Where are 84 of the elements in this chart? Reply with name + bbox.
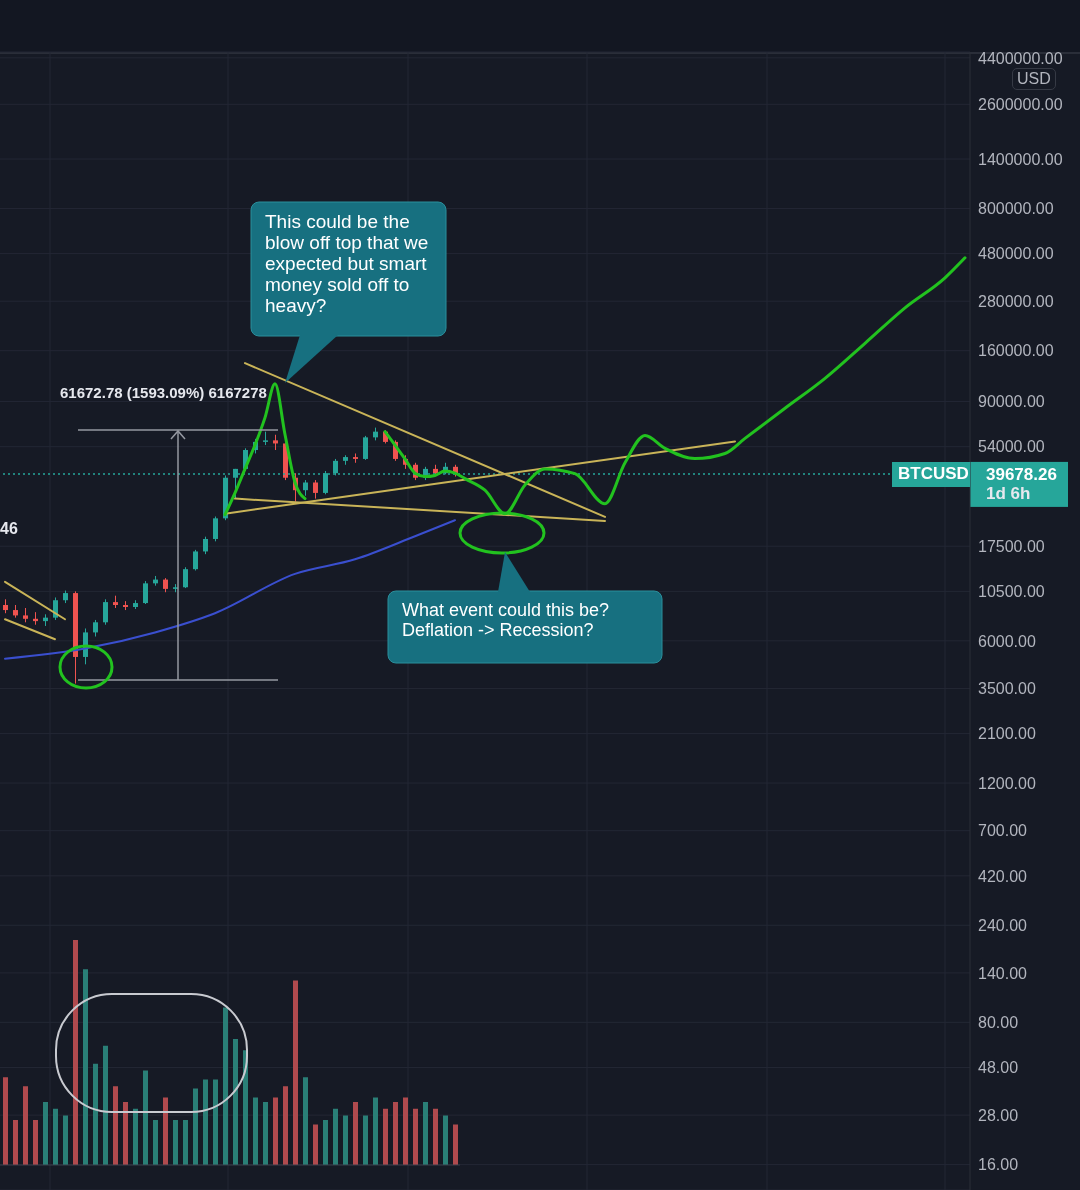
bar: [443, 1115, 448, 1165]
bar: [193, 1088, 198, 1165]
bar: [423, 1102, 428, 1165]
bar: [453, 1124, 458, 1165]
y-tick-label: 160000.00: [978, 342, 1054, 360]
bar: [23, 1086, 28, 1165]
bar: [113, 1086, 118, 1165]
bar: [213, 1079, 218, 1165]
y-tick-label: 2100.00: [978, 725, 1036, 743]
bar: [103, 1045, 108, 1165]
bar: [3, 1077, 8, 1165]
bar: [433, 1108, 438, 1165]
y-tick-label: 280000.00: [978, 292, 1054, 310]
y-tick-label: 80.00: [978, 1014, 1019, 1032]
y-tick-label: 240.00: [978, 916, 1028, 934]
annotation: BTCUSD: [892, 462, 970, 487]
bar: [243, 1050, 248, 1165]
bar: [303, 1077, 308, 1165]
y-tick-label: 17500.00: [978, 537, 1045, 555]
y-tick-label: 48.00: [978, 1059, 1019, 1077]
y-tick-label: 800000.00: [978, 200, 1054, 218]
bar: [203, 1079, 208, 1165]
bar: [273, 1097, 278, 1165]
bar: [173, 1120, 178, 1165]
bar: [353, 1102, 358, 1165]
bar: [73, 940, 78, 1165]
y-tick-label: 3500.00: [978, 680, 1036, 698]
y-tick-label: 2600000.00: [978, 96, 1063, 113]
bar: [383, 1108, 388, 1165]
bar: [63, 1115, 68, 1165]
text: 1d 6h: [986, 484, 1031, 504]
bar: [393, 1102, 398, 1165]
annotation: 61672.78 (1593.09%) 6167278: [60, 384, 267, 402]
annotation: What event could this be? Deflation -> Recession?: [401, 599, 611, 642]
bar: [223, 1007, 228, 1165]
y-tick-label: 480000.00: [978, 245, 1054, 263]
bar: [403, 1097, 408, 1165]
candlestick: [183, 566, 188, 589]
y-tick-label: 1400000.00: [978, 150, 1063, 168]
candlestick: [213, 516, 218, 542]
bar: [293, 980, 298, 1165]
y-tick-label: 700.00: [978, 822, 1028, 840]
bar: [373, 1097, 378, 1165]
candlestick: [313, 479, 318, 500]
candlestick: [363, 435, 368, 461]
bar: [283, 1086, 288, 1165]
text: USD: [1012, 68, 1056, 90]
candlestick: [103, 598, 108, 626]
bar: [123, 1102, 128, 1165]
y-tick-label: 10500.00: [978, 583, 1045, 601]
bar: [263, 1102, 268, 1165]
bar: [33, 1120, 38, 1165]
y-tick-label: 1200.00: [978, 774, 1036, 792]
annotation: This could be the blow off top that we expected but smart money sold off to heavy?: [264, 210, 430, 318]
bar: [333, 1108, 338, 1165]
y-tick-label: 6000.00: [978, 632, 1036, 650]
bar: [253, 1097, 258, 1165]
y-tick-label: 16.00: [978, 1156, 1019, 1174]
bar: [233, 1039, 238, 1165]
bar: [53, 1108, 58, 1165]
bar: [313, 1124, 318, 1165]
y-tick-label: 4400000.00: [978, 49, 1063, 67]
bar: [133, 1108, 138, 1165]
bar: [413, 1108, 418, 1165]
bar: [363, 1115, 368, 1165]
bar: [13, 1120, 18, 1165]
ref-line-label: 39678.26: [986, 464, 1057, 484]
y-tick-label: 28.00: [978, 1106, 1019, 1124]
bar: [93, 1063, 98, 1165]
candlestick: [143, 580, 148, 605]
annotation: 46: [0, 520, 18, 538]
bar: [183, 1120, 188, 1165]
bar: [153, 1120, 158, 1165]
bar: [143, 1070, 148, 1165]
candlestick: [193, 549, 198, 571]
bar: [343, 1115, 348, 1165]
y-tick-label: 420.00: [978, 867, 1028, 885]
bar: [43, 1102, 48, 1165]
y-tick-label: 90000.00: [978, 393, 1045, 411]
bar: [83, 969, 88, 1165]
y-tick-label: 54000.00: [978, 438, 1045, 456]
y-tick-label: 140.00: [978, 964, 1028, 982]
bar: [323, 1120, 328, 1165]
bar: [163, 1097, 168, 1165]
